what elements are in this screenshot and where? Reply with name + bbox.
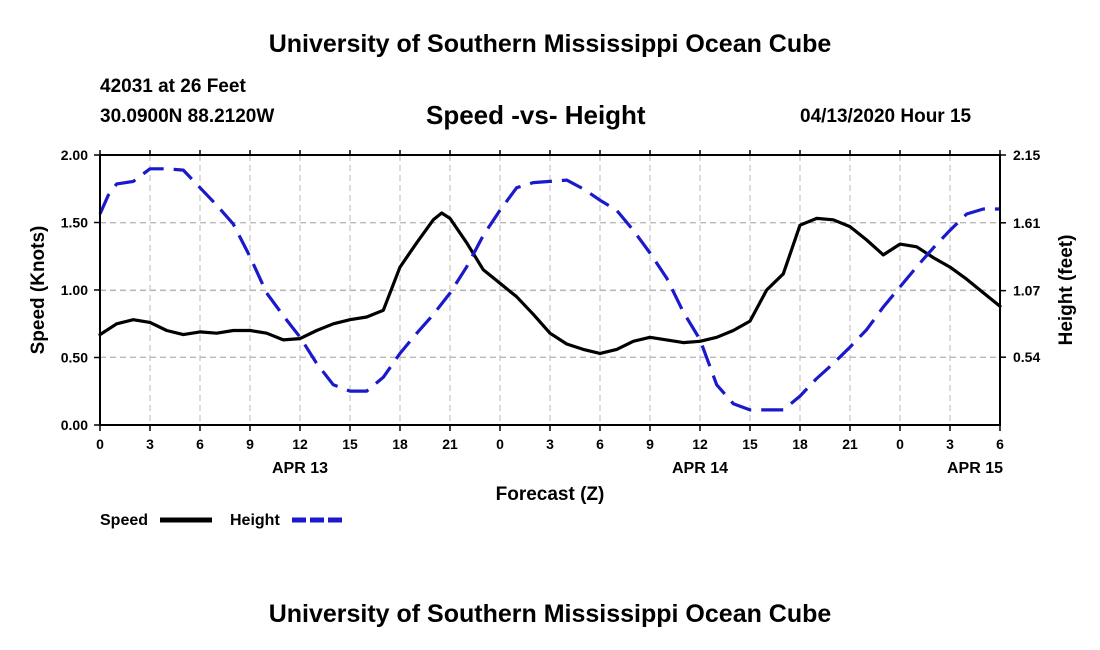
x-tick-label: 9: [646, 436, 654, 452]
y2-tick-label: 2.15: [1013, 147, 1040, 163]
x-tick-label: 21: [442, 436, 458, 452]
x-tick-label: 9: [246, 436, 254, 452]
y-tick-label: 0.00: [61, 417, 88, 433]
x-tick-label: 3: [146, 436, 154, 452]
page-title: University of Southern Mississippi Ocean…: [268, 30, 832, 58]
x-tick-label: 0: [496, 436, 504, 452]
legend-speed-label: Speed: [100, 512, 148, 529]
y-tick-label: 0.50: [61, 350, 88, 366]
coordinates-label: 30.0900N 88.2120W: [100, 106, 275, 127]
y-tick-label: 1.00: [61, 282, 88, 298]
x-tick-label: 12: [692, 436, 708, 452]
x-tick-label: 15: [742, 436, 758, 452]
x-axis-label: Forecast (Z): [496, 484, 605, 505]
chart-title: Speed -vs- Height: [426, 100, 646, 130]
x-tick-label: 6: [996, 436, 1004, 452]
x-tick-label: 3: [946, 436, 954, 452]
x-date-label: APR 15: [947, 460, 1003, 477]
y2-tick-label: 0.54: [1013, 349, 1040, 365]
legend: Speed Height: [100, 512, 344, 529]
x-tick-label: 0: [96, 436, 104, 452]
x-date-label: APR 14: [672, 460, 728, 477]
y-axis-label: Speed (Knots): [28, 226, 49, 355]
x-tick-label: 15: [342, 436, 358, 452]
x-tick-label: 18: [392, 436, 408, 452]
x-tick-label: 18: [792, 436, 808, 452]
y2-axis-label: Height (feet): [1056, 235, 1077, 346]
grid: [100, 155, 1000, 425]
station-label: 42031 at 26 Feet: [100, 76, 246, 97]
datetime-label: 04/13/2020 Hour 15: [800, 106, 972, 127]
y2-tick-label: 1.61: [1013, 215, 1040, 231]
x-tick-label: 3: [546, 436, 554, 452]
x-tick-label: 12: [292, 436, 308, 452]
y-tick-label: 1.50: [61, 215, 88, 231]
legend-height-label: Height: [230, 512, 280, 529]
footer-title: University of Southern Mississippi Ocean…: [268, 600, 832, 628]
series-line-speed: [98, 211, 1002, 355]
x-tick-label: 6: [596, 436, 604, 452]
x-tick-label: 21: [842, 436, 858, 452]
series-layer: [98, 167, 1002, 412]
x-tick-label: 6: [196, 436, 204, 452]
series-line-height: [98, 167, 1000, 412]
y-tick-label: 2.00: [61, 147, 88, 163]
x-date-label: APR 13: [272, 460, 328, 477]
axis-ticks: 0 3 6 9 12 15 18 21 0 3 6 9 12 15 18 21 0 3 6 APR 13 APR 14 A…: [61, 147, 1041, 477]
x-tick-label: 0: [896, 436, 904, 452]
y2-tick-label: 1.07: [1013, 283, 1040, 299]
